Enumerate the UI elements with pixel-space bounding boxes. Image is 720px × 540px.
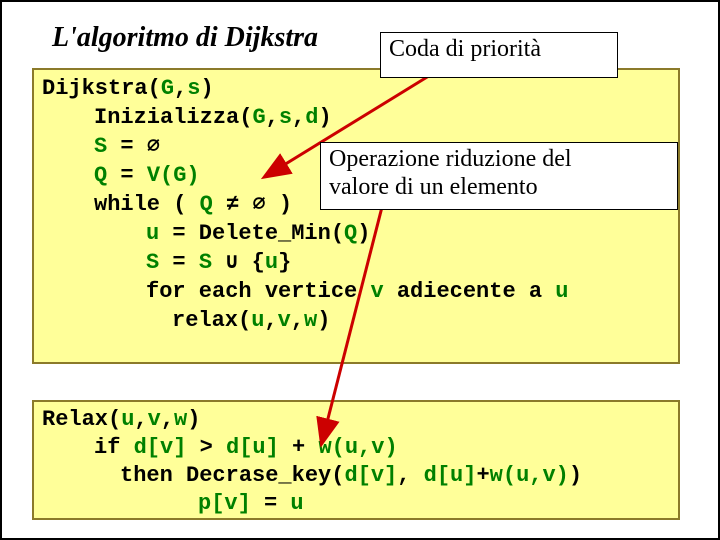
callout-decrease-key: Operazione riduzione del valore di un el… (320, 142, 678, 210)
code-line: p[v] = u (42, 490, 670, 518)
code-line: u = Delete_Min(Q) (42, 219, 670, 248)
dijkstra-code-box: Dijkstra(G,s) Inizializza(G,s,d) S = ∅ Q… (32, 68, 680, 364)
code-line: S = S ∪ {u} (42, 248, 670, 277)
code-line: for each vertice v adiecente a u (42, 277, 670, 306)
code-line: relax(u,v,w) (42, 306, 670, 335)
callout2-line1: Operazione riduzione del (329, 146, 572, 172)
relax-code-box: Relax(u,v,w) if d[v] > d[u] + w(u,v) the… (32, 400, 680, 520)
code-line: Relax(u,v,w) (42, 406, 670, 434)
code-line: Dijkstra(G,s) (42, 74, 670, 103)
code-line: Inizializza(G,s,d) (42, 103, 670, 132)
code-line: if d[v] > d[u] + w(u,v) (42, 434, 670, 462)
code-line: then Decrase_key(d[v], d[u]+w(u,v)) (42, 462, 670, 490)
callout-priority-queue: Coda di priorità (380, 32, 618, 78)
callout2-line2: valore di un elemento (329, 174, 538, 200)
slide-title: L'algoritmo di Dijkstra (52, 22, 318, 54)
callout1-text: Coda di priorità (389, 36, 541, 62)
slide-container: L'algoritmo di Dijkstra Coda di priorità… (0, 0, 720, 540)
